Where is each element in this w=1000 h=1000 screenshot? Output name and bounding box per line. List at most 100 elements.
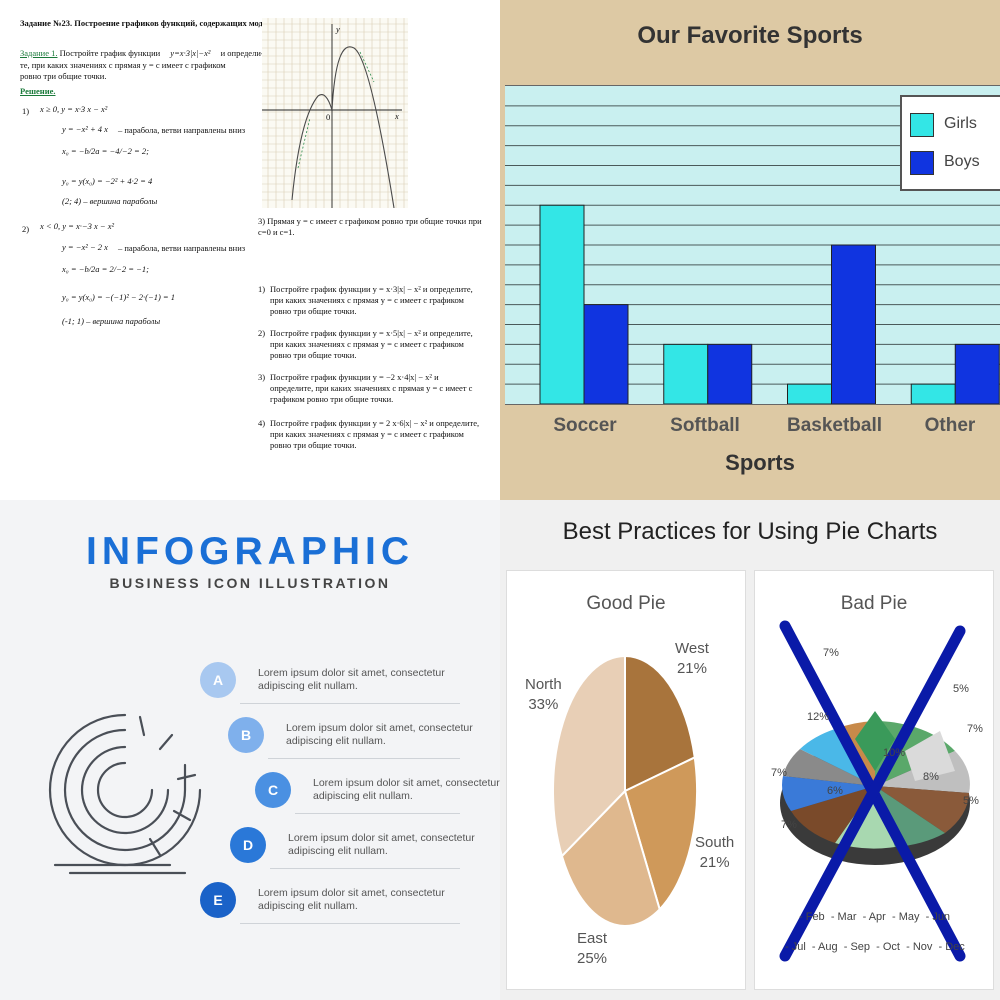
category-label-other: Other xyxy=(924,415,976,436)
pie-label-south-pct: 21% xyxy=(699,854,730,871)
pie-label-north: North 33% xyxy=(525,675,562,715)
bad-pie-months-row-2: - Jul - Aug - Sep - Oct - Nov - Dec xyxy=(785,941,965,953)
good-pie-title: Good Pie xyxy=(586,593,666,614)
case-1-equation: y = −x² + 4 x xyxy=(62,124,108,134)
step-badge-c: C xyxy=(255,772,291,808)
case-2-equation: y = −x² − 2 x xyxy=(62,242,108,252)
infographic-panel: INFOGRAPHIC BUSINESS ICON ILLUSTRATION A… xyxy=(0,500,500,1000)
spiral-target-icon xyxy=(48,713,202,875)
month-label: - Mar xyxy=(830,911,857,923)
bar-girls-soccer xyxy=(539,204,585,404)
pie-label-north-pct: 33% xyxy=(528,696,559,713)
x-axis-label: Sports xyxy=(725,450,795,475)
infographic-title: INFOGRAPHIC xyxy=(86,530,414,573)
case-3-text: 3) Прямая y = c имеет с графиком ровно т… xyxy=(258,216,482,237)
month-label: - Aug xyxy=(811,941,838,953)
month-label: - Sep xyxy=(843,941,871,953)
pie-slice-east xyxy=(560,789,661,927)
bar-boys-softball xyxy=(707,343,753,404)
case-2-x0: x₀ = −b/2a = 2/−2 = −1; xyxy=(62,264,149,274)
sports-bar-chart-panel: Our Favorite Sports Girls Boys Soccer So… xyxy=(500,0,1000,500)
bad-pie-pct-9: 8% xyxy=(923,771,939,783)
bad-pie-panel: Bad Pie 7% 5% 7% 7% 5% xyxy=(754,570,994,990)
step-divider xyxy=(270,868,460,869)
chart-title: Our Favorite Sports xyxy=(637,22,863,49)
case-2-condition: x < 0, y = x·−3 x − x² xyxy=(40,221,115,231)
case-2-vertex: (-1; 1) – вершина параболы xyxy=(62,316,161,326)
bad-pie-pct-4: 7% xyxy=(771,767,787,779)
step-text-b: Lorem ipsum dolor sit amet, consectetur … xyxy=(286,722,473,747)
good-pie-chart xyxy=(552,654,698,927)
legend-label-boys: Boys xyxy=(944,153,980,170)
bad-pie-pct-3: 7% xyxy=(967,723,983,735)
solution-label: Решение. xyxy=(20,86,56,96)
step-badge-e: E xyxy=(200,882,236,918)
pie-slice-north xyxy=(552,654,626,858)
pie-label-north-name: North xyxy=(525,676,562,693)
legend-swatch-girls xyxy=(910,113,934,137)
case-1-x0: x₀ = −b/2a = −4/−2 = 2; xyxy=(62,146,149,156)
month-label: - Oct xyxy=(876,941,900,953)
month-label: - Apr xyxy=(862,911,886,923)
parabola-curve xyxy=(291,46,395,208)
step-divider xyxy=(268,758,460,759)
bad-pie-pct-8: 12% xyxy=(807,711,830,723)
bad-pie-pct-1: 7% xyxy=(823,647,839,659)
pie-slice-south xyxy=(623,755,698,912)
task-text: Постройте график функции y = x·5|x| − x²… xyxy=(270,328,473,360)
bad-pie-pct-7: 13% xyxy=(871,679,894,691)
category-label-softball: Softball xyxy=(670,415,740,436)
task-text-a: Постройте график функции xyxy=(59,48,161,58)
task-number: 4) xyxy=(258,418,266,428)
pie-label-east: East 25% xyxy=(577,929,607,969)
case-1-y0: y₀ = y(x₀) = −2² + 4·2 = 4 xyxy=(62,176,153,186)
bad-pie-pct-10: 6% xyxy=(827,785,843,797)
category-label-basketball: Basketball xyxy=(786,415,883,436)
month-label: - Nov xyxy=(906,941,933,953)
step-badge-b: B xyxy=(228,717,264,753)
step-text-d: Lorem ipsum dolor sit amet, consectetur … xyxy=(288,832,475,857)
step-text-e: Lorem ipsum dolor sit amet, consectetur … xyxy=(258,887,445,912)
graph-x-label: x xyxy=(395,111,399,121)
pie-label-east-name: East xyxy=(577,930,608,947)
bar-girls-softball xyxy=(663,343,709,404)
bad-pie-months-row-1: - Feb - Mar - Apr - May - Jun xyxy=(799,911,950,923)
case-2-number: 2) xyxy=(22,224,30,234)
bad-pie-pct-11: 10% xyxy=(883,747,906,759)
good-pie-panel: Good Pie West 21% South 21% East 25% Nor… xyxy=(506,570,746,990)
task-number: 2) xyxy=(258,328,266,338)
task-text-c: те, при каких значениях с прямая y = c и… xyxy=(20,60,226,81)
legend-swatch-boys xyxy=(910,151,934,175)
infographic-subtitle: BUSINESS ICON ILLUSTRATION xyxy=(109,575,391,591)
chart-legend: Girls Boys xyxy=(900,95,1000,191)
case-1-condition: x ≥ 0, y = x·3 x − x² xyxy=(40,104,108,114)
task-number: 3) xyxy=(258,372,266,382)
step-badge-a: A xyxy=(200,662,236,698)
month-label: - May xyxy=(891,911,920,923)
legend-label-girls: Girls xyxy=(944,115,977,132)
math-worksheet-panel: Задание №23. Построение графиков функций… xyxy=(0,0,500,500)
function-graph xyxy=(262,18,408,208)
bad-pie-pct-6: 7% xyxy=(781,819,797,831)
task-number: 1) xyxy=(258,284,266,294)
month-label: - Jul xyxy=(785,941,806,953)
step-divider xyxy=(240,703,460,704)
task-function: y=x·3|x|−x² xyxy=(170,48,211,58)
task-label: Задание 1. xyxy=(20,48,58,58)
bad-pie-title: Bad Pie xyxy=(840,593,908,614)
bad-3d-pie-chart xyxy=(779,620,970,962)
case-1-number: 1) xyxy=(22,106,30,116)
step-badge-d: D xyxy=(230,827,266,863)
step-divider xyxy=(240,923,460,924)
bad-pie-pct-5: 5% xyxy=(963,795,979,807)
step-text-c: Lorem ipsum dolor sit amet, consectetur … xyxy=(313,777,500,802)
bar-girls-basketball xyxy=(787,383,832,404)
pie-label-east-pct: 25% xyxy=(577,950,608,967)
step-text-a: Lorem ipsum dolor sit amet, consectetur … xyxy=(258,667,445,692)
step-divider xyxy=(295,813,460,814)
task-text: Постройте график функции y = 2 x·6|x| − … xyxy=(270,418,480,450)
case-1-note: – парабола, ветви направлены вниз xyxy=(118,125,246,135)
category-label-soccer: Soccer xyxy=(553,415,617,436)
bar-girls-other xyxy=(910,383,956,404)
bar-boys-soccer xyxy=(583,304,629,404)
